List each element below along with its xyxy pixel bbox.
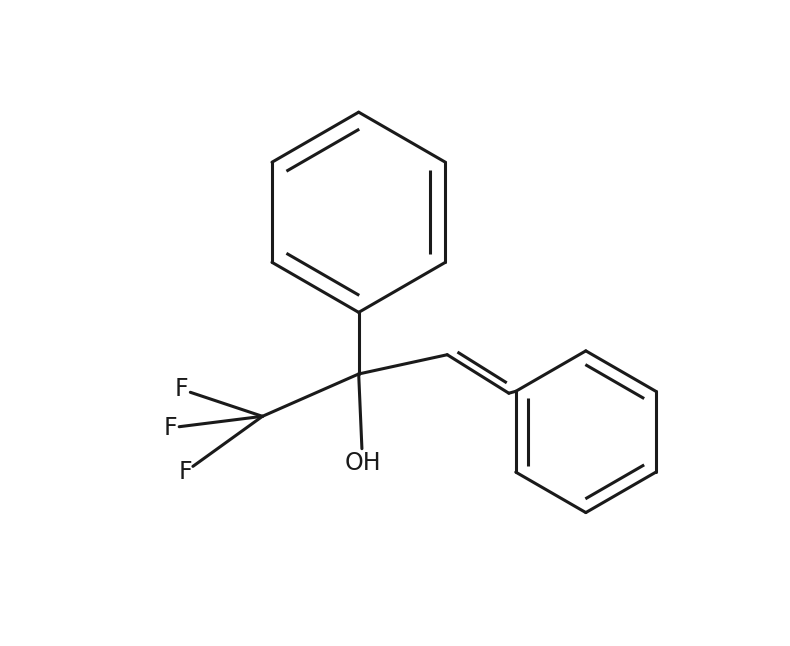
Text: F: F bbox=[164, 416, 177, 440]
Text: F: F bbox=[179, 460, 192, 484]
Text: OH: OH bbox=[344, 450, 381, 475]
Text: F: F bbox=[175, 377, 188, 401]
